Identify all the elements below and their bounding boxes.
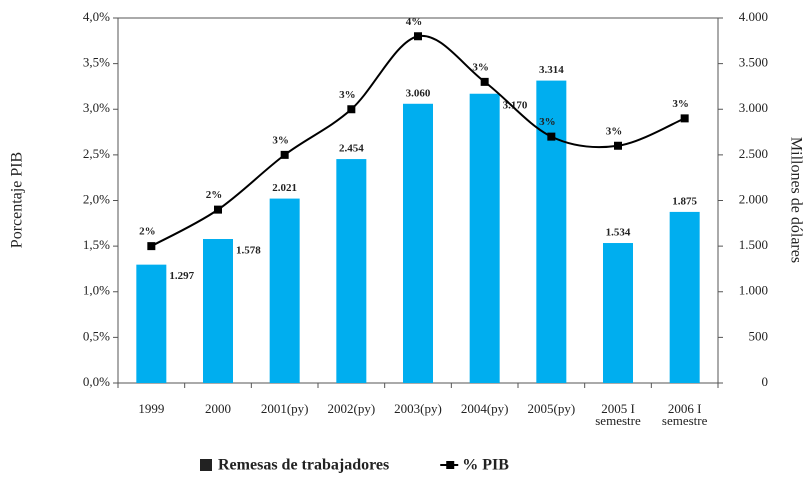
line-value-label: 3%: [606, 125, 623, 137]
bar: [336, 159, 367, 383]
y2-tick-label: 1.000: [739, 283, 768, 298]
x-tick-label: 2003(py): [394, 401, 442, 416]
bar-value-label: 1.875: [672, 195, 697, 207]
bar: [269, 198, 300, 383]
x-tick-label: 2005(py): [527, 401, 576, 416]
bar-value-label: 1.534: [606, 227, 631, 239]
line-value-label: 2%: [139, 226, 156, 238]
y-tick-label: 1,0%: [83, 283, 110, 298]
x-tick-label: 1999: [138, 401, 165, 416]
bar: [203, 239, 233, 383]
line-value-label: 3%: [339, 89, 356, 101]
y-tick-label: 0,0%: [83, 374, 110, 389]
bar-value-label: 2.454: [339, 143, 364, 155]
y-tick-label: 3,0%: [83, 100, 110, 115]
legend-label: Remesas de trabajadores: [218, 457, 389, 474]
bar-value-label: 3.060: [406, 87, 431, 99]
y-tick-label: 0,5%: [83, 328, 110, 343]
line-value-label: 3%: [272, 134, 289, 146]
y2-tick-label: 0: [762, 374, 769, 389]
legend-label: % PIB: [462, 457, 509, 474]
y2-tick-label: 2.500: [739, 146, 768, 161]
line-value-label: 3%: [472, 61, 489, 73]
x-tick-label: 2000: [205, 401, 231, 416]
legend-marker: [446, 461, 455, 469]
line-marker: [347, 105, 356, 114]
x-tick-label: 2001(py): [260, 401, 309, 416]
line-value-label: 4%: [406, 16, 423, 28]
x-tick-label: 2006 I semestre: [661, 401, 708, 428]
line-marker: [414, 32, 422, 41]
legend-marker: [200, 459, 212, 471]
line-value-label: 3%: [672, 98, 689, 110]
x-tick-label: 2004(py): [460, 401, 509, 416]
line-marker: [147, 242, 156, 251]
y2-tick-label: 2.000: [739, 191, 768, 206]
y2-tick-label: 3.000: [739, 100, 768, 115]
y2-tick-label: 4.000: [739, 9, 768, 24]
x-tick-label: 2002(py): [327, 401, 376, 416]
bar: [403, 103, 433, 384]
x-tick-label: 2005 I semestre: [595, 401, 641, 428]
line-value-label: 3%: [539, 116, 556, 128]
bar: [669, 211, 700, 383]
line-marker: [280, 150, 289, 159]
bar-value-label: 1.297: [169, 270, 194, 282]
y2-tick-label: 1.500: [739, 237, 768, 252]
line-marker: [680, 114, 689, 123]
line-marker: [480, 77, 489, 86]
line-marker: [547, 132, 556, 141]
bar-value-label: 2.021: [272, 182, 297, 194]
y-tick-label: 1,5%: [83, 237, 110, 252]
bar-value-label: 1.578: [236, 245, 261, 257]
line-marker: [614, 141, 622, 150]
bar: [136, 264, 167, 383]
line-marker: [214, 205, 222, 214]
bar: [469, 93, 500, 384]
y2-tick-label: 3.500: [739, 55, 768, 70]
y-tick-label: 4,0%: [83, 9, 110, 24]
y2-tick-label: 500: [749, 328, 769, 343]
bar-value-label: 3.314: [539, 64, 564, 76]
bar: [603, 243, 633, 383]
y2-axis-title: Millones de dólares: [787, 137, 804, 263]
y-tick-label: 3,5%: [83, 55, 110, 70]
y-tick-label: 2,0%: [83, 191, 110, 206]
y-axis-title: Porcentaje PIB: [9, 152, 26, 248]
y-tick-label: 2,5%: [83, 146, 110, 161]
line-value-label: 2%: [206, 189, 223, 201]
